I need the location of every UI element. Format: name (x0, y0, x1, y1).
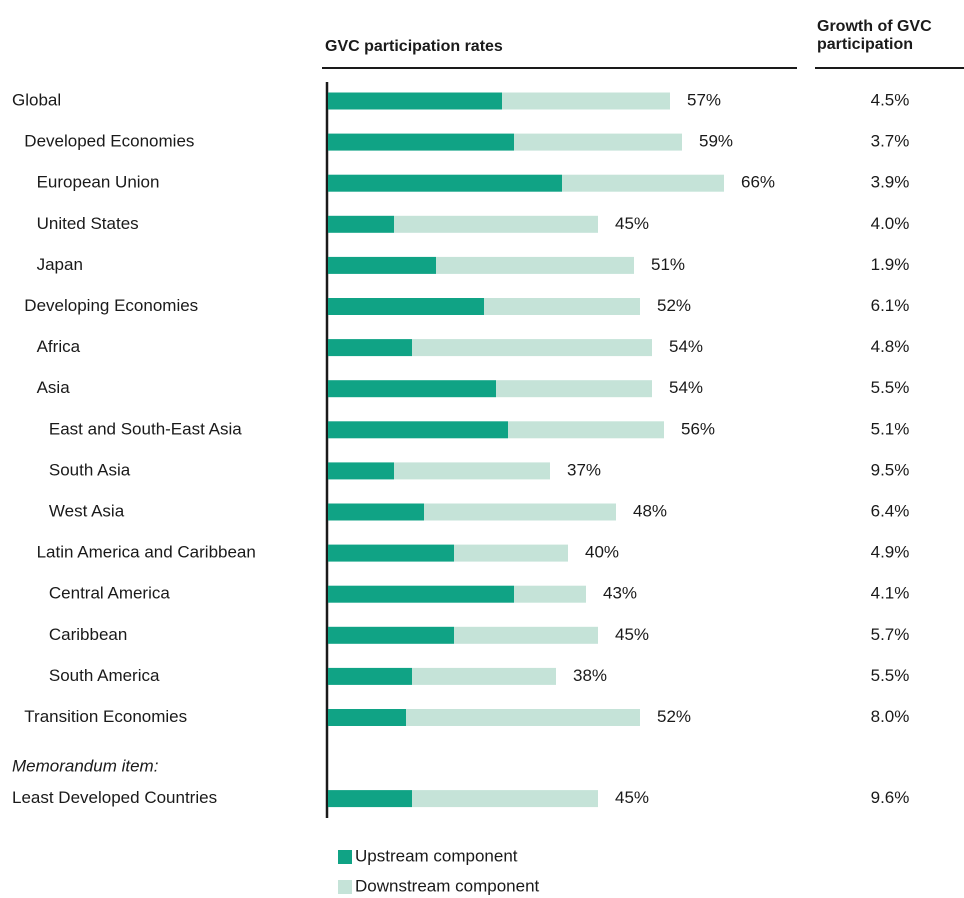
bar-segment (394, 215, 598, 233)
memorandum-label: Memorandum item: (12, 756, 159, 775)
total-label: 48% (633, 501, 667, 520)
legend-label: Downstream component (355, 876, 540, 895)
category-label: Global (12, 90, 61, 109)
growth-value: 1.9% (871, 255, 910, 274)
growth-value: 8.0% (871, 707, 910, 726)
category-label: West Asia (49, 501, 125, 520)
growth-value: 6.4% (871, 501, 910, 520)
growth-value: 4.9% (871, 543, 910, 562)
total-label: 56% (681, 419, 715, 438)
bar-segment (514, 133, 682, 151)
bar-segment (328, 503, 424, 521)
bar-segment (328, 626, 454, 644)
legend-swatch (338, 850, 352, 864)
growth-value: 9.6% (871, 788, 910, 807)
bar-segment (454, 626, 598, 644)
growth-value: 5.1% (871, 419, 910, 438)
category-label: Least Developed Countries (12, 788, 217, 807)
growth-value: 4.1% (871, 584, 910, 603)
bar-segment (496, 380, 652, 398)
category-label: Caribbean (49, 625, 127, 644)
bar-segment (328, 421, 508, 439)
category-label: United States (37, 214, 139, 233)
total-label: 38% (573, 666, 607, 685)
growth-header: Growth of GVC (817, 18, 932, 35)
bar-segment (562, 174, 724, 192)
total-label: 52% (657, 296, 691, 315)
category-label: Transition Economies (24, 707, 187, 726)
bar-segment (508, 421, 664, 439)
total-label: 51% (651, 255, 685, 274)
bar-segment (328, 380, 496, 398)
total-label: 57% (687, 90, 721, 109)
total-label: 43% (603, 584, 637, 603)
growth-header: participation (817, 36, 913, 53)
total-label: 66% (741, 173, 775, 192)
bar-segment (328, 585, 514, 603)
bar-segment (412, 339, 652, 357)
total-label: 45% (615, 625, 649, 644)
bar-segment (328, 667, 412, 685)
bar-segment (502, 92, 670, 110)
bar-segment (328, 790, 412, 808)
category-label: South America (49, 666, 160, 685)
total-label: 54% (669, 378, 703, 397)
legend-swatch (338, 880, 352, 894)
bar-segment (412, 790, 598, 808)
category-label: Africa (37, 337, 81, 356)
bar-segment (328, 92, 502, 110)
bar-segment (328, 709, 406, 726)
bar-segment (406, 709, 640, 726)
category-label: Latin America and Caribbean (37, 543, 256, 562)
bar-segment (328, 174, 562, 192)
bar-segment (484, 298, 640, 315)
total-label: 45% (615, 788, 649, 807)
bar-segment (328, 256, 436, 274)
category-label: Developed Economies (24, 132, 194, 151)
growth-value: 4.0% (871, 214, 910, 233)
growth-value: 5.5% (871, 666, 910, 685)
legend-label: Upstream component (355, 846, 518, 865)
total-label: 54% (669, 337, 703, 356)
chart-title: GVC participation rates (325, 38, 503, 55)
growth-value: 9.5% (871, 460, 910, 479)
bar-segment (328, 215, 394, 233)
category-label: Japan (37, 255, 83, 274)
bar-segment (514, 585, 586, 603)
category-label: Central America (49, 584, 170, 603)
bar-segment (412, 667, 556, 685)
growth-value: 5.7% (871, 625, 910, 644)
bar-segment (436, 256, 634, 274)
bar-segment (328, 133, 514, 151)
total-label: 52% (657, 707, 691, 726)
total-label: 59% (699, 132, 733, 151)
bar-segment (328, 544, 454, 562)
growth-value: 5.5% (871, 378, 910, 397)
growth-value: 4.5% (871, 90, 910, 109)
growth-value: 4.8% (871, 337, 910, 356)
bar-segment (454, 544, 568, 562)
bar-segment (328, 462, 394, 480)
category-label: East and South-East Asia (49, 419, 242, 438)
category-label: European Union (37, 173, 160, 192)
bar-segment (328, 298, 484, 315)
total-label: 37% (567, 460, 601, 479)
category-label: Asia (37, 378, 71, 397)
total-label: 45% (615, 214, 649, 233)
bar-segment (394, 462, 550, 480)
growth-value: 3.7% (871, 132, 910, 151)
growth-value: 3.9% (871, 173, 910, 192)
growth-value: 6.1% (871, 296, 910, 315)
category-label: South Asia (49, 460, 131, 479)
category-label: Developing Economies (24, 296, 198, 315)
bar-segment (328, 339, 412, 357)
total-label: 40% (585, 543, 619, 562)
bar-segment (424, 503, 616, 521)
